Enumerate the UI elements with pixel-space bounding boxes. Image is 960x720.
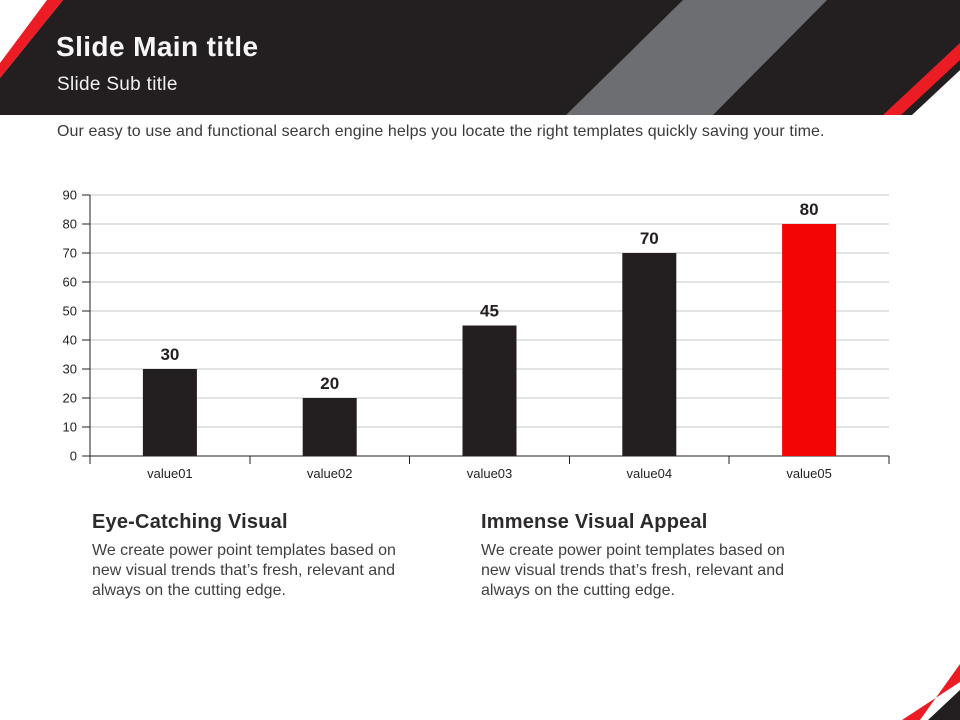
feature-title: Eye-Catching Visual: [92, 511, 288, 533]
corner-dark-triangle: [928, 690, 960, 720]
bar-value03: [462, 325, 517, 456]
feature-body-line: always on the cutting edge.: [92, 582, 286, 599]
slide-description: Our easy to use and functional search en…: [57, 123, 825, 140]
bar-data-label: 45: [480, 302, 499, 321]
feature-body-line: new visual trends that’s fresh, relevant…: [92, 562, 395, 579]
bar-value02: [302, 398, 357, 456]
feature-body-line: We create power point templates based on: [92, 542, 396, 559]
y-tick-label: 90: [63, 188, 77, 203]
y-tick-label: 30: [63, 362, 77, 377]
feature-body-line: We create power point templates based on: [481, 542, 785, 559]
feature-block-immense: Immense Visual Appeal We create power po…: [481, 511, 841, 601]
feature-block-eye-catching: Eye-Catching Visual We create power poin…: [92, 511, 452, 601]
header-banner: [0, 0, 960, 115]
slide-sub-title: Slide Sub title: [57, 74, 178, 95]
y-tick-label: 40: [63, 333, 77, 348]
banner-red-stripe-right: [883, 43, 960, 115]
feature-body: We create power point templates based on…: [481, 541, 841, 601]
banner-red-stripe-left: [0, 0, 63, 78]
y-tick-label: 60: [63, 275, 77, 290]
feature-body-line: always on the cutting edge.: [481, 582, 675, 599]
category-label: value02: [307, 466, 353, 481]
feature-title: Immense Visual Appeal: [481, 511, 708, 533]
banner-gray-stripe: [566, 0, 827, 115]
bar-data-label: 70: [640, 229, 659, 248]
category-label: value05: [786, 466, 832, 481]
y-tick-label: 10: [63, 420, 77, 435]
y-tick-label: 80: [63, 217, 77, 232]
bar-data-label: 80: [800, 200, 819, 219]
y-tick-label: 20: [63, 391, 77, 406]
bar-chart: 0 10 20 30 40 50 60 70 80 90 30 value01 20 value02 45 v…: [63, 188, 890, 481]
bar-data-label: 30: [160, 345, 179, 364]
y-tick-label: 70: [63, 246, 77, 261]
category-label: value03: [467, 466, 513, 481]
corner-accent: [902, 664, 960, 720]
feature-body: We create power point templates based on…: [92, 541, 452, 601]
bar-data-label: 20: [320, 374, 339, 393]
feature-body-line: new visual trends that’s fresh, relevant…: [481, 562, 784, 579]
bar-value05: [782, 224, 837, 456]
bar-value01: [142, 369, 197, 456]
y-tick-label: 0: [70, 449, 77, 464]
category-label: value04: [627, 466, 673, 481]
y-tick-label: 50: [63, 304, 77, 319]
category-label: value01: [147, 466, 193, 481]
slide-main-title: Slide Main title: [56, 31, 259, 62]
bar-value04: [622, 253, 677, 456]
